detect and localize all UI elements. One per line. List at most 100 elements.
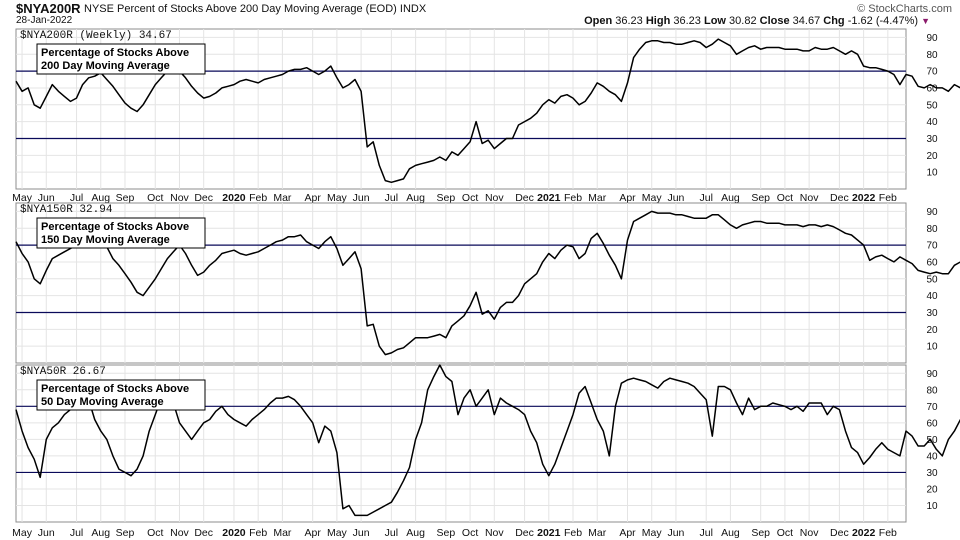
x-tick-label: Dec — [830, 527, 849, 539]
y-tick-label: 90 — [926, 369, 938, 380]
y-tick-label: 90 — [926, 207, 938, 218]
x-tick-label: Sep — [116, 192, 135, 204]
y-tick-label: 70 — [926, 241, 938, 252]
x-tick-label: May — [12, 192, 33, 204]
x-tick-label: Nov — [800, 192, 819, 204]
x-tick-label: 2020 — [222, 192, 246, 204]
x-tick-label: Nov — [170, 192, 189, 204]
x-tick-label: Aug — [406, 192, 425, 204]
y-tick-label: 70 — [926, 402, 938, 413]
chart-date: 28-Jan-2022 — [16, 15, 73, 26]
annotation-text: 50 Day Moving Average — [41, 396, 164, 408]
x-tick-label: Jun — [38, 192, 55, 204]
x-tick-label: Aug — [91, 192, 110, 204]
x-tick-label: May — [327, 192, 348, 204]
x-tick-label: Oct — [147, 192, 163, 204]
panel-2: 10 20 30 40 50 60 70 80 90 $NYA150R 32.94 Percenta… — [15, 202, 960, 364]
y-tick-label: 30 — [926, 468, 938, 479]
annotation-box — [36, 379, 206, 411]
x-tick-label: May — [642, 192, 663, 204]
x-tick-label: Jun — [353, 527, 370, 539]
x-tick-label: Apr — [619, 527, 636, 539]
ohlc-readout: Open 36.23 High 36.23 Low 30.82 Close 34… — [584, 15, 930, 27]
x-tick-label: Jun — [667, 192, 684, 204]
close-value: 34.67 — [792, 15, 821, 27]
x-tick-label: Jun — [38, 527, 55, 539]
x-tick-label: Sep — [751, 527, 770, 539]
x-tick-label: Dec — [515, 192, 534, 204]
high-value: 36.23 — [673, 15, 701, 27]
x-tick-label: Dec — [194, 192, 213, 204]
x-tick-label: Jul — [70, 192, 83, 204]
x-tick-label: Oct — [777, 192, 793, 204]
annotation-text: Percentage of Stocks Above — [41, 221, 189, 233]
y-tick-label: 60 — [926, 83, 938, 94]
y-tick-label: 50 — [926, 435, 938, 446]
x-tick-label: Sep — [437, 192, 456, 204]
y-tick-label: 50 — [926, 274, 938, 285]
x-tick-label: Jul — [70, 527, 83, 539]
x-tick-label: Aug — [721, 192, 740, 204]
x-tick-label: May — [12, 527, 33, 539]
x-tick-label: Oct — [462, 192, 478, 204]
x-tick-label: Jul — [385, 192, 398, 204]
open-label: Open — [584, 15, 613, 27]
x-tick-label: 2022 — [852, 192, 876, 204]
x-tick-label: 2021 — [537, 527, 561, 539]
x-tick-label: Jul — [699, 527, 712, 539]
x-tick-label: Apr — [304, 527, 321, 539]
y-tick-label: 40 — [926, 117, 938, 128]
x-tick-label: Oct — [777, 527, 793, 539]
y-tick-label: 80 — [926, 50, 938, 61]
x-tick-label: Dec — [194, 527, 213, 539]
x-tick-label: Feb — [249, 527, 267, 539]
close-label: Close — [759, 15, 790, 27]
x-tick-label: May — [642, 527, 663, 539]
annotation-text: Percentage of Stocks Above — [41, 383, 189, 395]
stockcharts-logo[interactable]: © StockCharts.com — [857, 3, 952, 15]
x-tick-label: Apr — [619, 192, 636, 204]
y-tick-label: 60 — [926, 418, 938, 429]
x-tick-label: Jun — [667, 527, 684, 539]
x-tick-label: Apr — [304, 192, 321, 204]
x-tick-label: Mar — [588, 192, 607, 204]
y-tick-label: 10 — [926, 501, 938, 512]
open-value: 36.23 — [615, 15, 643, 27]
x-tick-label: 2022 — [852, 527, 876, 539]
y-tick-label: 50 — [926, 100, 938, 111]
x-tick-label: Feb — [564, 527, 582, 539]
series-line — [15, 364, 960, 517]
y-tick-label: 10 — [926, 168, 938, 179]
x-tick-label: Mar — [273, 192, 292, 204]
y-tick-label: 40 — [926, 291, 938, 302]
y-tick-label: 60 — [926, 257, 938, 268]
x-tick-label: Aug — [406, 527, 425, 539]
chg-value: -1.62 (-4.47%) — [847, 15, 919, 27]
y-tick-label: 10 — [926, 342, 938, 353]
x-tick-label: Sep — [437, 527, 456, 539]
x-tick-label: Feb — [879, 192, 897, 204]
x-tick-label: Dec — [830, 192, 849, 204]
panel-title: $NYA50R 26.67 — [20, 366, 106, 378]
x-tick-label: Jul — [385, 527, 398, 539]
annotation-box — [36, 43, 206, 75]
y-tick-label: 20 — [926, 484, 938, 495]
down-arrow-icon: ▼ — [921, 16, 930, 26]
y-tick-label: 30 — [926, 134, 938, 145]
y-tick-label: 40 — [926, 451, 938, 462]
low-label: Low — [703, 15, 726, 27]
x-tick-label: Sep — [751, 192, 770, 204]
index-name: NYSE Percent of Stocks Above 200 Day Mov… — [84, 3, 427, 15]
y-tick-label: 20 — [926, 325, 938, 336]
x-tick-label: Feb — [564, 192, 582, 204]
x-tick-label: 2021 — [537, 192, 561, 204]
x-tick-label: 2020 — [222, 527, 246, 539]
x-tick-label: Dec — [515, 527, 534, 539]
y-tick-label: 80 — [926, 224, 938, 235]
panel-1: 10 20 30 40 50 60 70 80 90 $NYA200R (Weekly) 34.6… — [12, 28, 960, 204]
x-tick-label: Oct — [147, 527, 163, 539]
x-tick-label: Feb — [249, 192, 267, 204]
panel-title: $NYA150R 32.94 — [20, 204, 113, 216]
panel-title: $NYA200R (Weekly) 34.67 — [20, 30, 172, 42]
